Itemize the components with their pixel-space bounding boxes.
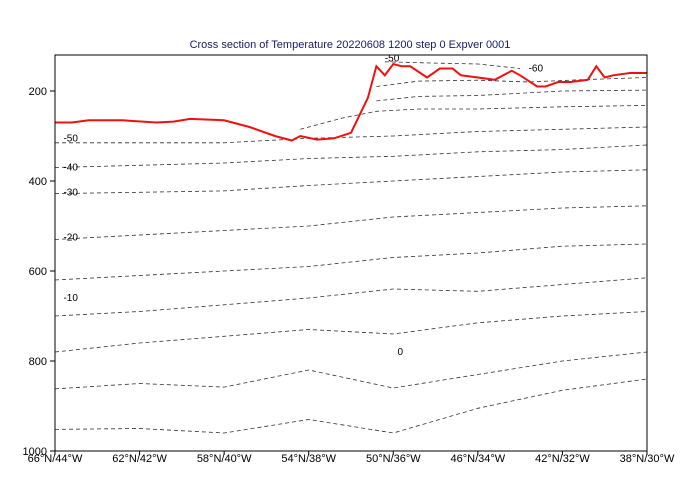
plot-frame (54, 54, 648, 452)
contour-label-5: 0 (398, 347, 404, 358)
x-tick-label-5: 46°N/34°W (451, 453, 506, 465)
x-tick-label-7: 38°N/30°W (620, 453, 675, 465)
y-tick-label-3: 800 (29, 356, 47, 368)
contour-line-3 (54, 277, 648, 317)
y-axis: 200 400 600 800 1000 (23, 86, 55, 458)
contour-label-2: -30 (63, 188, 78, 199)
x-tick-label-4: 50°N/36°W (366, 453, 421, 465)
contour-line-0 (54, 378, 648, 434)
contour-line-4 (54, 243, 648, 281)
contour-line-6 (54, 169, 648, 194)
contour-label-6: -50 (385, 54, 400, 65)
contour-line-5 (54, 205, 648, 240)
y-tick-label-4: 1000 (23, 446, 47, 458)
contour-label-0: -50 (63, 133, 78, 144)
contour-label-4: -10 (63, 293, 78, 304)
contour-label-3: -20 (63, 233, 78, 244)
tropopause-series (55, 62, 647, 142)
x-tick-label-6: 42°N/32°W (535, 453, 590, 465)
contour-line-1 (54, 351, 648, 390)
contour-label-1: -40 (63, 163, 78, 174)
contour-line-11 (376, 77, 648, 87)
contour-label-7: -60 (529, 64, 544, 75)
chart-title: Cross section of Temperature 20220608 12… (190, 39, 511, 51)
x-tick-label-2: 58°N/40°W (197, 453, 252, 465)
contour-line-2 (54, 311, 648, 353)
contour-labels: -50 -40 -30 -20 -10 0 -50 -60 (63, 54, 543, 358)
y-tick-label-0: 200 (29, 86, 47, 98)
x-tick-label-1: 62°N/42°W (112, 453, 167, 465)
contour-line-10 (376, 89, 648, 102)
x-tick-label-3: 54°N/38°W (281, 453, 336, 465)
contour-line-12 (384, 61, 521, 69)
temperature-contours (54, 61, 648, 434)
y-tick-label-1: 400 (29, 176, 47, 188)
contour-line-8 (55, 126, 648, 144)
x-tick-label-0: 66°N/44°W (28, 453, 83, 465)
x-axis: 66°N/44°W 62°N/42°W 58°N/40°W 54°N/38°W 50°N… (28, 451, 675, 465)
contour-line-9 (300, 105, 648, 130)
y-tick-label-2: 600 (29, 266, 47, 278)
contour-line-7 (54, 144, 648, 168)
series-line-0 (55, 62, 647, 142)
